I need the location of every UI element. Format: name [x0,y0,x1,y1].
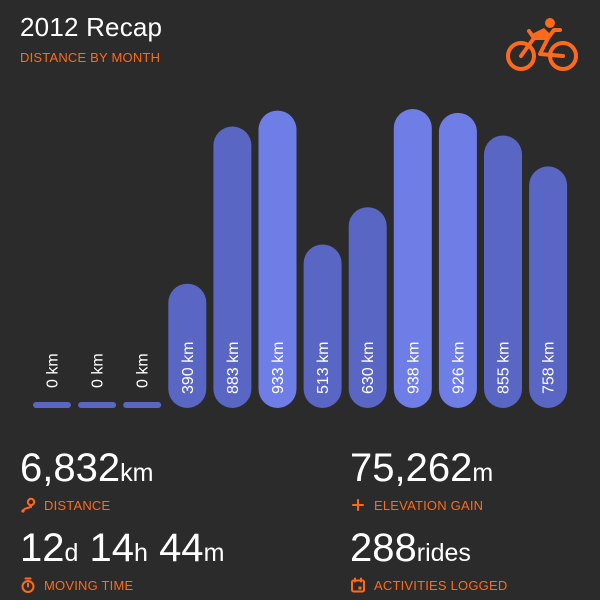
bar-rect [438,112,477,409]
elevation-unit: m [472,459,494,487]
distance-stat: 6,832km DISTANCE [20,446,153,513]
bar-aug: 630 km [348,207,387,408]
bar-label: 855 km [496,342,513,394]
activities-value: 288 [350,526,417,570]
bar-rect [484,135,522,408]
bar-label: 933 km [270,342,287,394]
activities-label: ACTIVITIES LOGGED [374,577,508,593]
bar-may: 883 km [213,126,252,408]
plus-icon [352,499,364,511]
bar-label: 390 km [180,342,197,394]
bar-rect [123,402,162,408]
page-subtitle: DISTANCE BY MONTH [20,50,161,65]
moving-minutes-unit: m [203,539,225,567]
moving-time-label: MOVING TIME [44,577,134,593]
bar-label: 513 km [315,342,332,394]
activities-stat: 288rides ACTIVITIES LOGGED [350,526,507,593]
bar-rect [348,207,387,408]
bar-rect [168,283,207,408]
bar-label: 938 km [405,342,422,394]
activities-unit: rides [416,539,471,567]
bar-apr: 390 km [168,283,207,408]
elevation-value: 75,262 [350,446,473,490]
moving-hours-value: 14 [89,526,135,570]
distance-label: DISTANCE [44,497,111,513]
bar-label: 0 km [135,353,152,388]
bar-label: 0 km [45,353,62,388]
elevation-stat: 75,262m ELEVATION GAIN [350,446,493,513]
bar-label: 926 km [450,342,467,394]
distance-value: 6,832 [20,446,121,490]
calendar-icon [351,577,365,593]
bar-label: 0 km [90,353,107,388]
bar-rect [78,402,117,408]
bar-dec: 758 km [529,166,568,408]
cyclist-icon [506,18,578,71]
moving-days-unit: d [64,539,79,567]
stopwatch-icon [21,577,35,593]
page-title: 2012 Recap [20,12,163,42]
bar-rect [213,126,252,408]
moving-hours-unit: h [134,539,148,567]
bar-jan: 0 km [33,353,71,408]
moving-minutes-value: 44 [159,526,204,570]
route-pin-icon [21,497,36,513]
bar-jun: 933 km [258,110,297,408]
bar-nov: 855 km [484,135,522,408]
bar-rect [393,109,432,408]
bar-rect [303,244,342,408]
bar-oct: 926 km [438,112,477,409]
bar-rect [529,166,568,408]
bar-label: 883 km [225,342,242,394]
bar-rect [258,110,297,408]
elevation-label: ELEVATION GAIN [374,497,484,513]
bar-mar: 0 km [123,353,162,408]
bar-label: 630 km [360,342,377,394]
bar-label: 758 km [541,342,558,394]
bar-feb: 0 km [78,353,117,408]
moving-time-stat: 12d 14h 44m MOVING TIME [20,526,224,593]
bar-rect [33,402,71,408]
bar-jul: 513 km [303,244,342,408]
moving-days-value: 12 [20,526,65,570]
distance-unit: km [120,459,154,487]
bar-sep: 938 km [393,109,432,408]
